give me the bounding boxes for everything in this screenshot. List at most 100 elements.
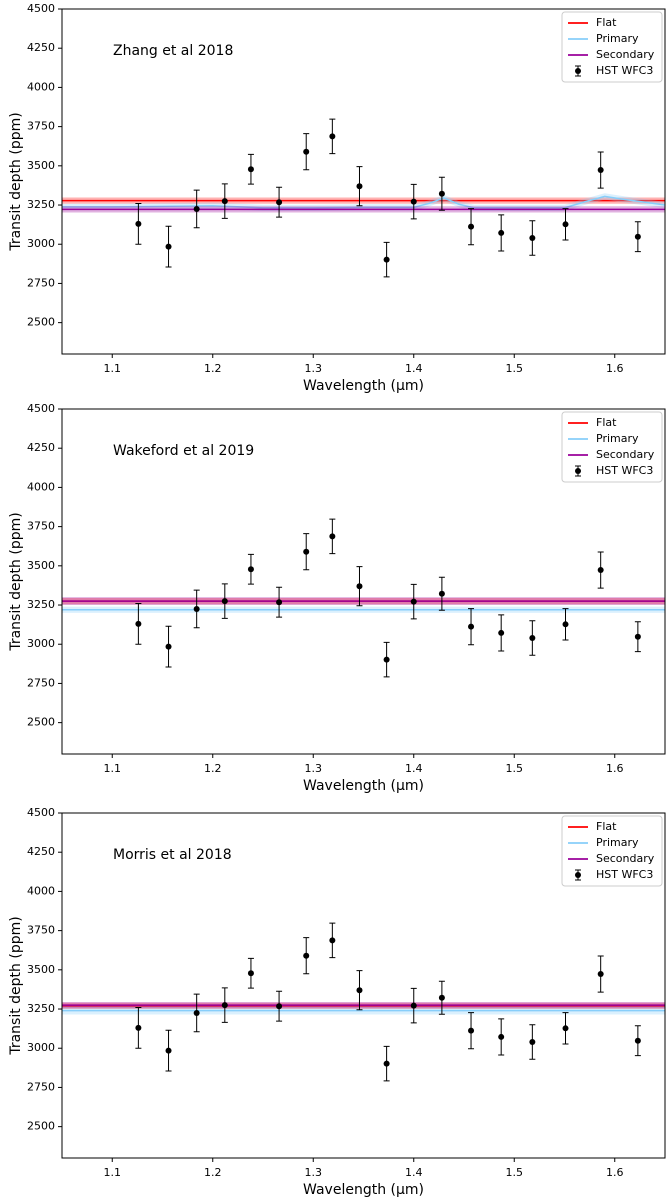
legend-label: HST WFC3 (596, 64, 653, 77)
data-point (438, 994, 445, 1001)
data-point (468, 623, 475, 630)
data-point (383, 1060, 390, 1067)
data-point (276, 1003, 283, 1010)
data-point (468, 1027, 475, 1034)
legend-label: Secondary (596, 852, 655, 865)
data-point (410, 198, 417, 205)
data-point (193, 205, 200, 212)
legend-box (561, 815, 663, 887)
data-point (383, 256, 390, 263)
x-tick-label: 1.2 (204, 362, 222, 375)
x-tick-label: 1.6 (606, 1166, 624, 1179)
data-point (634, 233, 641, 240)
data-point (276, 199, 283, 206)
annotation: Wakeford et al 2019 (113, 443, 254, 459)
data-point (356, 583, 363, 590)
x-tick-label: 1.5 (506, 762, 524, 775)
data-point (329, 133, 336, 140)
y-tick-label: 2500 (27, 316, 55, 329)
data-point (562, 221, 569, 228)
x-tick-label: 1.3 (305, 362, 323, 375)
y-tick-label: 3500 (27, 963, 55, 976)
annotation: Morris et al 2018 (113, 847, 232, 863)
x-tick-label: 1.5 (506, 1166, 524, 1179)
legend-box (561, 11, 663, 83)
data-point (193, 1009, 200, 1016)
data-point (634, 633, 641, 640)
y-tick-label: 3250 (27, 598, 55, 611)
x-tick-label: 1.1 (104, 362, 122, 375)
legend-swatch (575, 872, 581, 878)
data-point (193, 605, 200, 612)
y-tick-label: 3000 (27, 1041, 55, 1054)
x-tick-label: 1.2 (204, 1166, 222, 1179)
data-point (135, 1024, 142, 1031)
legend-swatch (575, 468, 581, 474)
data-point (410, 598, 417, 605)
data-point (221, 198, 228, 205)
legend-label: Secondary (596, 448, 655, 461)
y-tick-label: 3750 (27, 520, 55, 533)
y-tick-label: 3000 (27, 237, 55, 250)
y-tick-label: 3500 (27, 559, 55, 572)
y-tick-label: 4500 (27, 2, 55, 15)
data-point (562, 621, 569, 628)
model-line (62, 195, 666, 209)
data-point (135, 620, 142, 627)
data-point (221, 1002, 228, 1009)
data-point (276, 599, 283, 606)
x-tick-label: 1.3 (305, 1166, 323, 1179)
data-point (303, 148, 310, 155)
data-point (597, 971, 604, 978)
y-tick-label: 3000 (27, 637, 55, 650)
y-tick-label: 3500 (27, 159, 55, 172)
data-point (165, 1047, 172, 1054)
annotation: Zhang et al 2018 (113, 43, 233, 59)
data-point (634, 1037, 641, 1044)
y-axis-label: Transit depth (ppm) (8, 512, 24, 651)
x-tick-label: 1.1 (104, 1166, 122, 1179)
legend-label: Primary (596, 32, 639, 45)
data-point (498, 1033, 505, 1040)
data-point (529, 1038, 536, 1045)
data-point (597, 567, 604, 574)
legend-label: HST WFC3 (596, 464, 653, 477)
data-point (597, 167, 604, 174)
data-point (498, 229, 505, 236)
y-tick-label: 2500 (27, 716, 55, 729)
plot-frame (61, 812, 666, 1159)
legend-box (561, 411, 663, 483)
y-tick-label: 4250 (27, 845, 55, 858)
y-tick-label: 2500 (27, 1120, 55, 1133)
y-tick-label: 4000 (27, 80, 55, 93)
x-tick-label: 1.3 (305, 762, 323, 775)
data-point (562, 1025, 569, 1032)
x-tick-label: 1.1 (104, 762, 122, 775)
y-tick-label: 4000 (27, 480, 55, 493)
legend-label: Flat (596, 820, 617, 833)
plot-frame (61, 408, 666, 755)
data-point (410, 1002, 417, 1009)
y-tick-label: 3750 (27, 924, 55, 937)
data-point (383, 656, 390, 663)
y-tick-label: 4250 (27, 41, 55, 54)
data-point (329, 533, 336, 540)
legend-label: Flat (596, 16, 617, 29)
data-point (221, 598, 228, 605)
x-tick-label: 1.2 (204, 762, 222, 775)
data-point (529, 634, 536, 641)
x-axis-label: Wavelength (μm) (303, 1182, 424, 1198)
data-point (247, 970, 254, 977)
data-point (303, 548, 310, 555)
data-point (468, 223, 475, 230)
legend-label: Secondary (596, 48, 655, 61)
data-point (438, 590, 445, 597)
y-axis-label: Transit depth (ppm) (8, 112, 24, 251)
y-tick-label: 4500 (27, 402, 55, 415)
legend-label: Primary (596, 432, 639, 445)
data-point (529, 234, 536, 241)
y-tick-label: 4500 (27, 806, 55, 819)
y-tick-label: 2750 (27, 276, 55, 289)
